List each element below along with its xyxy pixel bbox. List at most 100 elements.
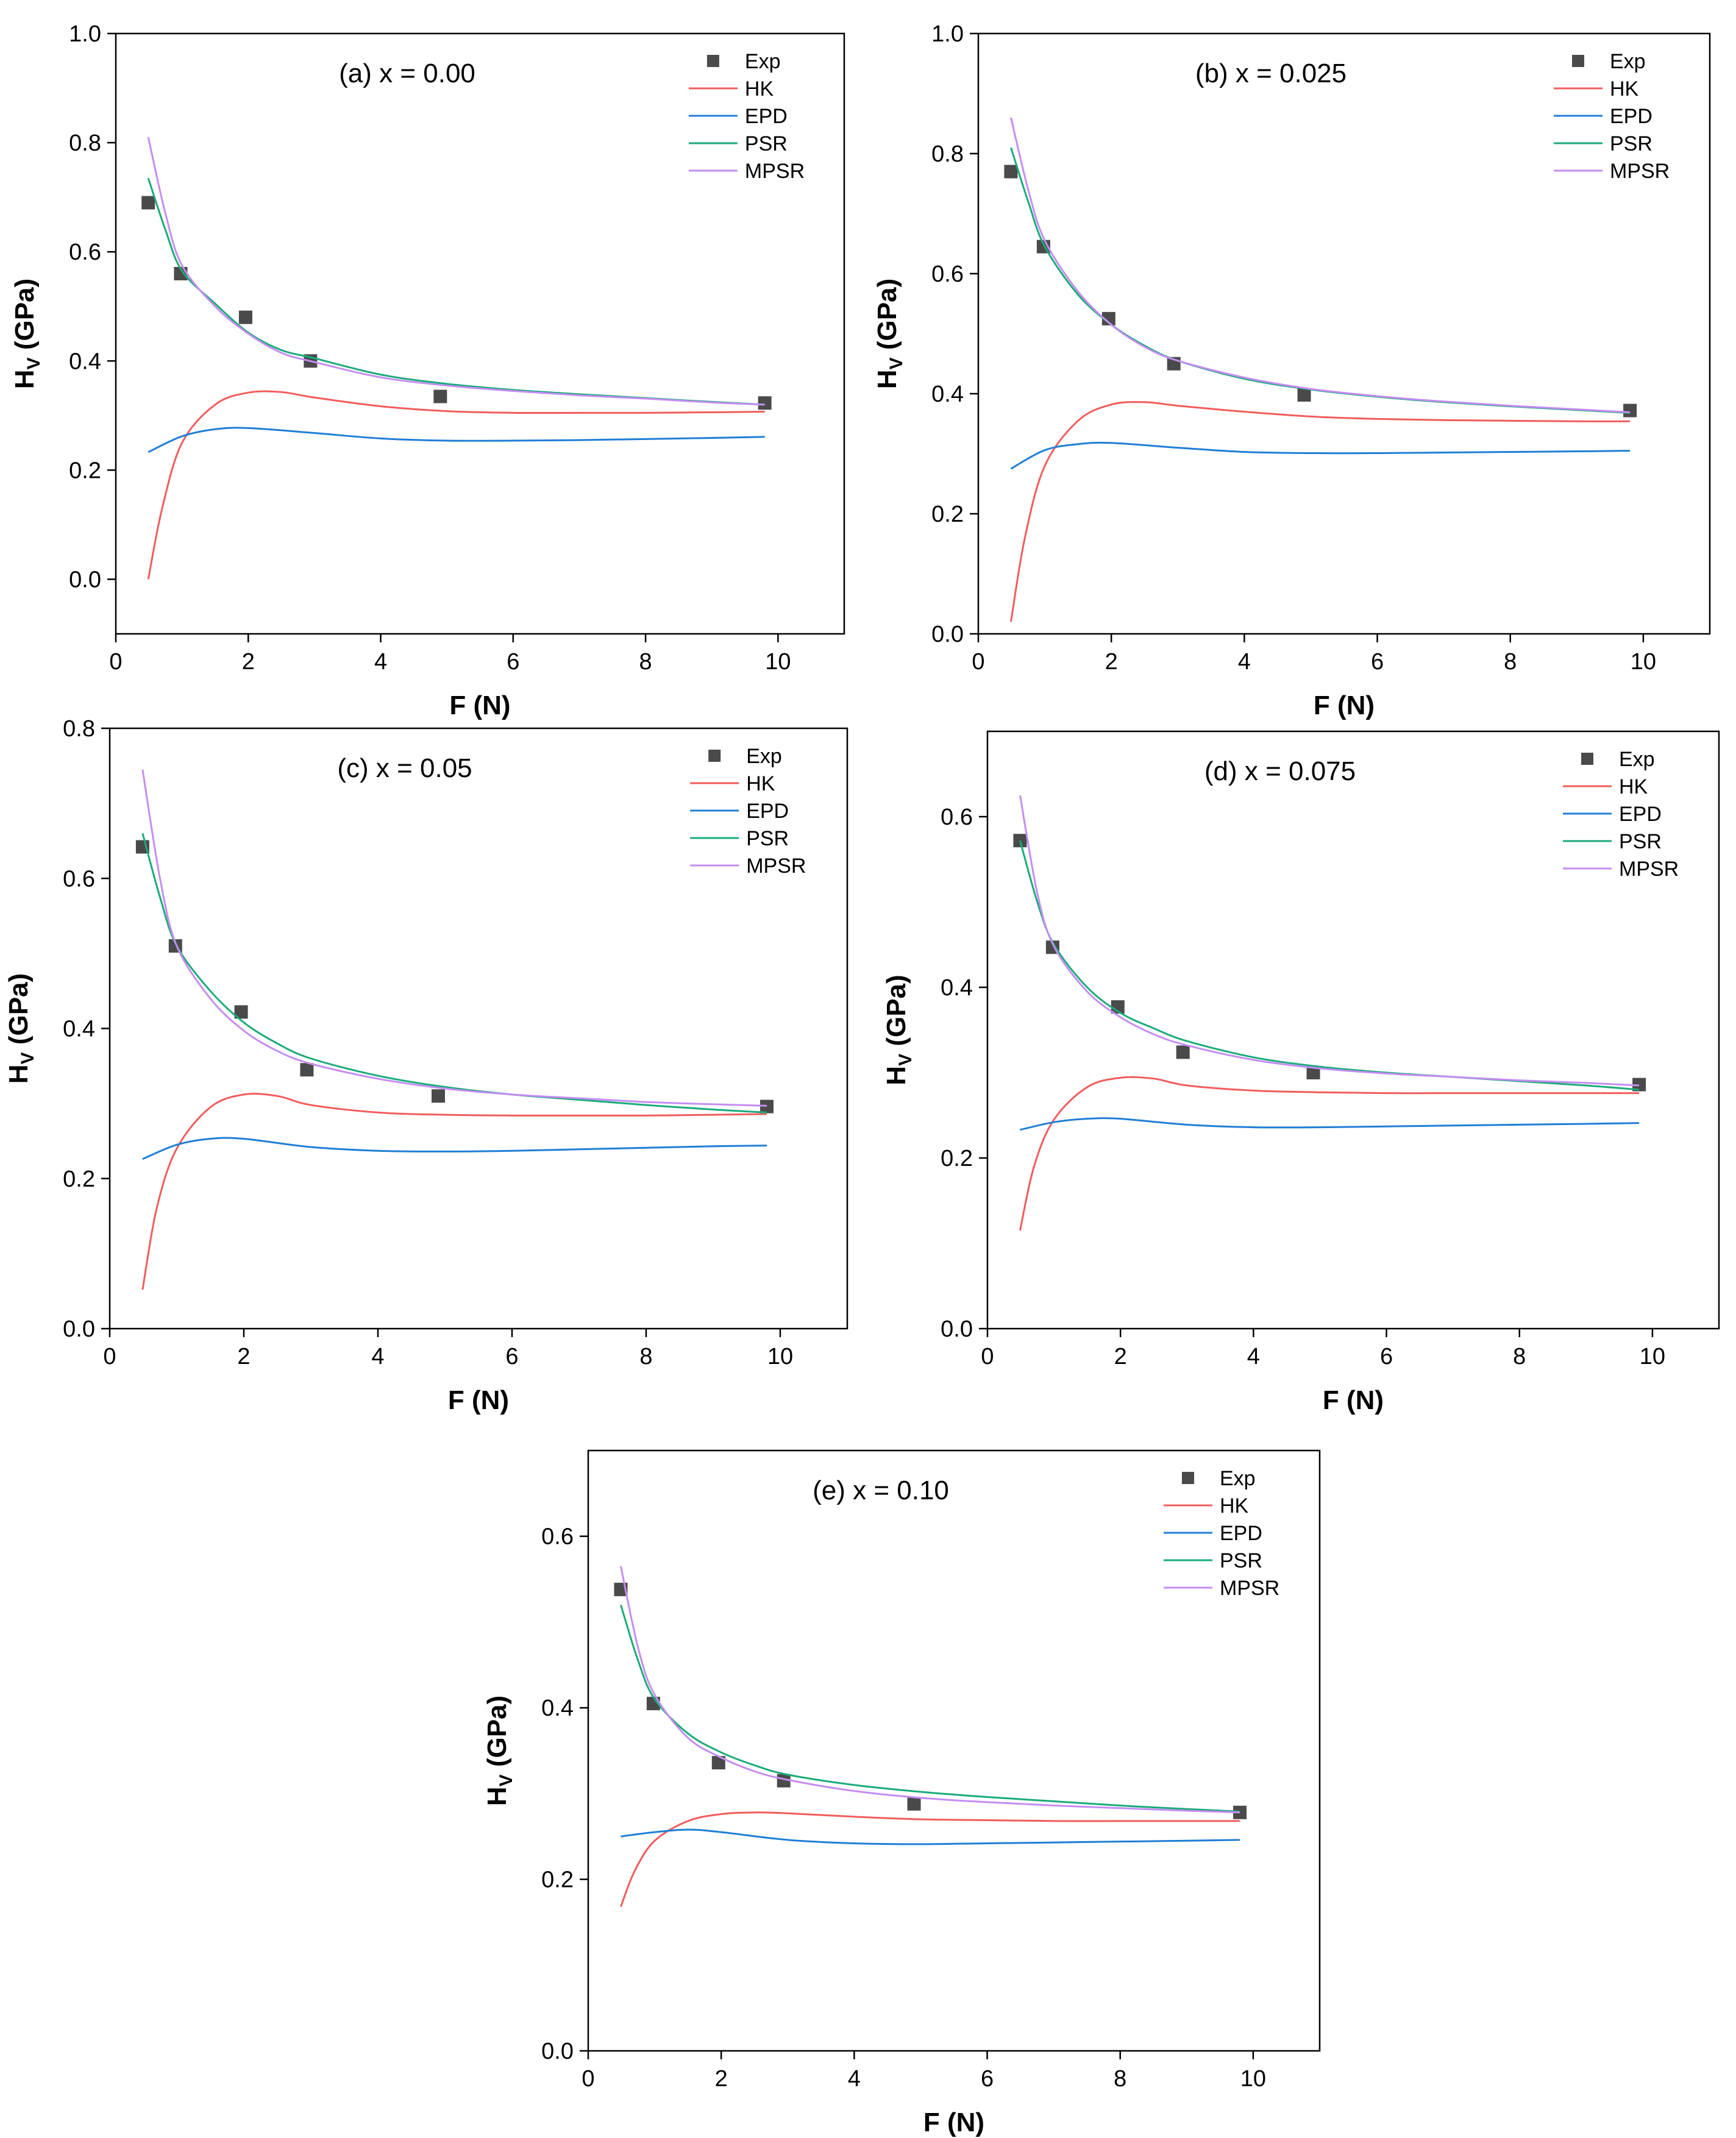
y-tick-label: 0.6 [941,804,973,830]
series-line-hk [1019,1076,1640,1231]
legend-label-psr: PSR [1619,830,1662,853]
legend-label-psr: PSR [745,132,788,155]
y-tick-label: 0.4 [931,382,964,407]
y-tick-label: 0.0 [931,622,964,647]
y-tick-label: 0.2 [941,1146,973,1171]
y-tick-label: 0.0 [541,2039,574,2064]
y-axis-label-subscript: V [895,1054,916,1066]
legend-label-hk: HK [1220,1494,1249,1518]
legend-label-hk: HK [1619,775,1648,798]
y-axis-label-subscript: V [496,1774,516,1786]
x-tick-label: 8 [639,1344,652,1369]
y-tick-label: 0.2 [63,1167,95,1192]
x-tick-label: 4 [371,1344,384,1369]
data-point-exp [711,1756,725,1770]
x-axis-label: F (N) [1314,691,1375,720]
data-point-exp [433,389,447,403]
x-tick-label: 6 [981,2066,994,2092]
y-tick-label: 0.0 [69,567,101,592]
data-point-exp [238,310,252,324]
legend-label-hk: HK [1610,77,1639,101]
legend-label-epd: EPD [1220,1522,1262,1545]
legend-label-epd: EPD [1619,803,1662,826]
y-tick-label: 0.6 [69,240,101,265]
x-tick-label: 6 [507,649,519,675]
series-line-mpsr [147,137,765,406]
chart-title: (a) x = 0.00 [339,59,475,88]
x-axis-label: F (N) [1323,1385,1384,1415]
chart-title: (b) x = 0.025 [1195,59,1346,88]
y-tick-label: 0.4 [541,1696,574,1721]
y-axis-label-main: H [872,369,902,389]
y-tick-label: 1.0 [69,21,101,47]
x-tick-label: 10 [765,649,791,675]
y-tick-label: 0.2 [541,1867,574,1893]
series-line-mpsr [1019,795,1640,1087]
legend-marker-exp [706,55,719,67]
x-tick-label: 4 [1238,649,1251,675]
y-axis-label: HV (GPa) [872,279,906,389]
y-axis-label-subscript: V [18,1052,38,1064]
y-tick-label: 1.0 [931,21,964,47]
series-line-hk [1009,401,1631,622]
x-tick-label: 6 [1371,649,1384,675]
data-point-exp [758,396,772,410]
x-tick-label: 0 [972,649,984,675]
y-tick-label: 0.8 [69,130,101,156]
y-tick-label: 0.4 [69,349,101,374]
series-line-epd [148,427,765,453]
series-line-mpsr [1009,117,1631,414]
chart-panel-4: 0 2 4 6 8 10 0.0 0.2 0.4 0.6 F (N) HV (GPa) (e) x = … [482,1449,1321,2137]
x-tick-label: 10 [1640,1344,1665,1369]
chart-panel-3: 0 2 4 6 8 10 0.0 0.2 0.4 0.6 F (N) HV (GPa) (d) x = … [881,730,1720,1415]
x-tick-label: 2 [237,1344,250,1369]
x-tick-label: 8 [1504,649,1517,675]
x-tick-label: 2 [715,2066,728,2092]
data-point-exp [1111,1000,1125,1014]
y-axis-label: HV (GPa) [482,1696,516,1806]
legend-label-exp: Exp [1220,1467,1256,1490]
data-point-exp [1306,1066,1320,1079]
y-tick-label: 0.4 [63,1017,95,1042]
series-line-epd [621,1828,1240,1845]
y-axis-label-main: H [482,1786,512,1806]
series-line-mpsr [619,1566,1240,1814]
y-axis-label-unit: (GPa) [4,973,34,1053]
y-tick-label: 0.0 [63,1316,95,1342]
legend-label-exp: Exp [1610,50,1646,73]
y-tick-label: 0.4 [941,975,973,1001]
chart-title: (d) x = 0.075 [1204,756,1356,786]
y-axis-label-subscript: V [886,357,906,369]
data-point-exp [1297,388,1311,402]
x-tick-label: 10 [1240,2066,1266,2092]
data-point-exp [760,1099,774,1113]
data-point-exp [1176,1045,1190,1059]
series-line-epd [1020,1117,1640,1131]
legend-label-mpsr: MPSR [745,160,805,183]
legend-label-epd: EPD [746,800,789,823]
legend-label-mpsr: MPSR [1610,160,1670,183]
series-line-mpsr [141,769,767,1107]
legend-label-epd: EPD [1610,105,1652,128]
x-tick-label: 0 [109,649,122,675]
y-axis-label-unit: (GPa) [482,1696,512,1775]
legend-label-mpsr: MPSR [1619,858,1679,881]
chart-panel-2: 0 2 4 6 8 10 0.0 0.2 0.4 0.6 0.8 F (N) HV (GPa) (c) x… [4,716,848,1415]
x-tick-label: 0 [582,2066,594,2092]
x-tick-label: 4 [848,2066,861,2092]
x-tick-label: 4 [1247,1344,1260,1369]
legend-label-epd: EPD [745,105,788,128]
series-line-hk [147,390,765,580]
data-point-exp [300,1063,314,1077]
data-point-exp [1004,165,1018,179]
data-point-exp [1623,403,1637,417]
series-line-epd [1010,441,1631,470]
y-tick-label: 0.2 [931,502,964,527]
y-axis-label-subscript: V [24,357,44,369]
plot-frame [587,1449,1321,2052]
y-tick-label: 0.8 [931,141,964,167]
y-axis-label: HV (GPa) [881,975,916,1085]
y-tick-label: 0.6 [931,261,964,287]
y-axis-label-main: H [4,1064,34,1084]
